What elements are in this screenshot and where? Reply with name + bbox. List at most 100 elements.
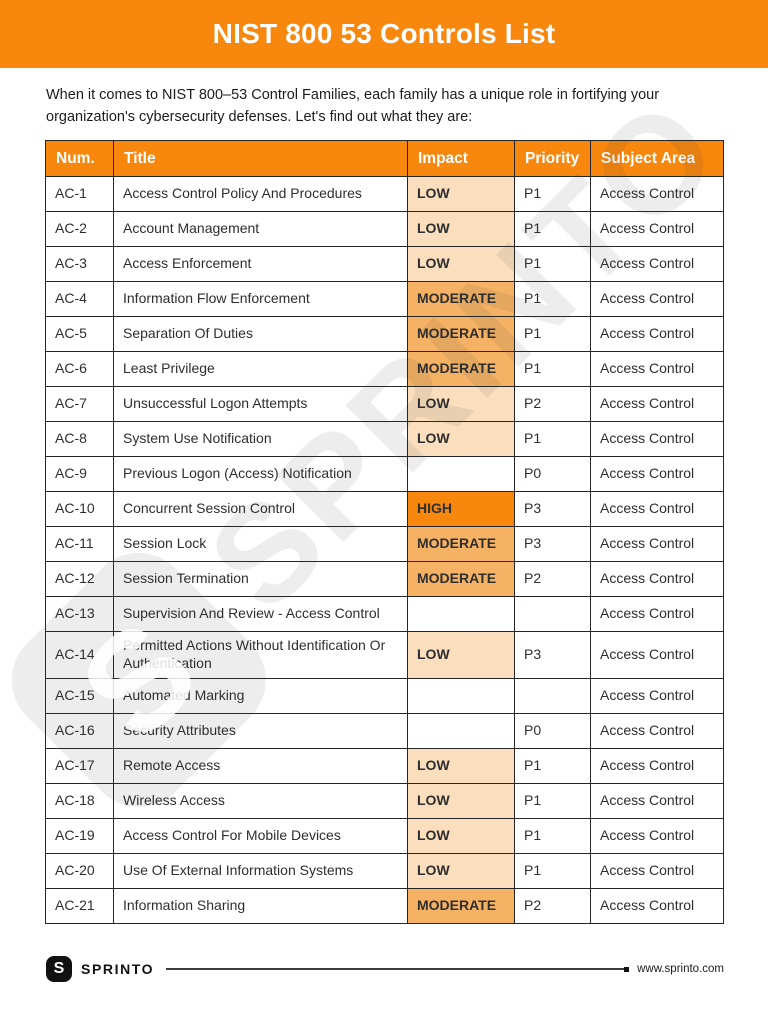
num-cell: AC-9 — [45, 456, 114, 492]
num-cell: AC-13 — [45, 596, 114, 632]
title-cell: Security Attributes — [113, 712, 408, 749]
impact-cell: MODERATE — [407, 316, 515, 352]
table-row: AC-11 Session Lock MODERATE P3 Access Contro… — [45, 526, 724, 562]
impact-cell: LOW — [407, 782, 515, 819]
column-header-num: Num. — [45, 140, 114, 177]
table-row: AC-2 Account Management LOW P1 Access Contro… — [45, 211, 724, 247]
priority-cell — [514, 596, 591, 632]
table-row: AC-7 Unsuccessful Logon Attempts LOW P2 Acce… — [45, 386, 724, 422]
intro-text: When it comes to NIST 800–53 Control Fam… — [46, 87, 660, 126]
table-row: AC-13 Supervision And Review - Access Con… — [45, 596, 724, 632]
impact-cell: LOW — [407, 211, 515, 247]
impact-cell: LOW — [407, 852, 515, 889]
subject-area-cell: Access Control — [590, 561, 724, 597]
num-cell: AC-5 — [45, 316, 114, 352]
title-cell: Concurrent Session Control — [113, 491, 408, 527]
impact-cell: LOW — [407, 631, 515, 679]
subject-area-cell: Access Control — [590, 456, 724, 492]
title-cell: Supervision And Review - Access Control — [113, 596, 408, 632]
impact-cell: MODERATE — [407, 281, 515, 317]
num-cell: AC-15 — [45, 677, 114, 714]
subject-area-cell: Access Control — [590, 491, 724, 527]
subject-area-cell: Access Control — [590, 677, 724, 714]
footer-square-bullet-icon — [624, 966, 630, 972]
priority-cell: P1 — [514, 176, 591, 212]
num-cell: AC-21 — [45, 887, 114, 924]
title-cell: System Use Notification — [113, 421, 408, 457]
impact-cell — [407, 596, 515, 632]
title-cell: Account Management — [113, 211, 408, 247]
column-header-priority: Priority — [514, 140, 591, 177]
num-cell: AC-20 — [45, 852, 114, 889]
controls-table-body: AC-1 Access Control Policy And Procedures… — [45, 176, 724, 924]
table-row: AC-15 Automated Marking Access Control — [45, 677, 724, 714]
impact-cell: LOW — [407, 176, 515, 212]
subject-area-cell: Access Control — [590, 782, 724, 819]
priority-cell: P3 — [514, 631, 591, 679]
impact-cell: MODERATE — [407, 561, 515, 597]
table-row: AC-14 Permitted Actions Without Identific… — [45, 631, 724, 679]
num-cell: AC-4 — [45, 281, 114, 317]
priority-cell: P2 — [514, 386, 591, 422]
table-row: AC-3 Access Enforcement LOW P1 Access Contro… — [45, 246, 724, 282]
priority-cell: P1 — [514, 421, 591, 457]
table-row: AC-5 Separation Of Duties MODERATE P1 Access… — [45, 316, 724, 352]
title-cell: Access Control For Mobile Devices — [113, 817, 408, 854]
priority-cell: P2 — [514, 561, 591, 597]
impact-cell: MODERATE — [407, 887, 515, 924]
num-cell: AC-16 — [45, 712, 114, 749]
title-cell: Previous Logon (Access) Notification — [113, 456, 408, 492]
table-row: AC-1 Access Control Policy And Procedures… — [45, 176, 724, 212]
num-cell: AC-7 — [45, 386, 114, 422]
sprinto-logo-letter: S — [53, 960, 65, 977]
subject-area-cell: Access Control — [590, 386, 724, 422]
priority-cell: P1 — [514, 852, 591, 889]
num-cell: AC-2 — [45, 211, 114, 247]
table-row: AC-4 Information Flow Enforcement MODERATE… — [45, 281, 724, 317]
footer-website-link[interactable]: www.sprinto.com — [637, 963, 724, 975]
priority-cell: P3 — [514, 491, 591, 527]
subject-area-cell: Access Control — [590, 631, 724, 679]
table-row: AC-12 Session Termination MODERATE P2 Access… — [45, 561, 724, 597]
subject-area-cell: Access Control — [590, 246, 724, 282]
subject-area-cell: Access Control — [590, 712, 724, 749]
num-cell: AC-11 — [45, 526, 114, 562]
priority-cell: P0 — [514, 456, 591, 492]
title-cell: Session Termination — [113, 561, 408, 597]
title-cell: Access Control Policy And Procedures — [113, 176, 408, 212]
priority-cell: P0 — [514, 712, 591, 749]
impact-cell: LOW — [407, 747, 515, 784]
table-row: AC-17 Remote Access LOW P1 Access Control — [45, 747, 724, 784]
footer-divider-line — [166, 967, 625, 971]
num-cell: AC-18 — [45, 782, 114, 819]
title-cell: Use Of External Information Systems — [113, 852, 408, 889]
table-header-row: Num. Title Impact Priority Subject Area — [45, 140, 724, 177]
title-cell: Unsuccessful Logon Attempts — [113, 386, 408, 422]
priority-cell: P1 — [514, 351, 591, 387]
title-banner: NIST 800 53 Controls List — [0, 0, 768, 68]
num-cell: AC-14 — [45, 631, 114, 679]
subject-area-cell: Access Control — [590, 316, 724, 352]
priority-cell: P1 — [514, 316, 591, 352]
impact-cell: HIGH — [407, 491, 515, 527]
table-row: AC-8 System Use Notification LOW P1 Access C… — [45, 421, 724, 457]
column-header-impact: Impact — [407, 140, 515, 177]
subject-area-cell: Access Control — [590, 817, 724, 854]
priority-cell: P3 — [514, 526, 591, 562]
column-header-subject-area: Subject Area — [590, 140, 724, 177]
num-cell: AC-8 — [45, 421, 114, 457]
title-cell: Least Privilege — [113, 351, 408, 387]
page-title: NIST 800 53 Controls List — [212, 18, 556, 49]
controls-table: Num. Title Impact Priority Subject Area AC-1… — [45, 140, 724, 924]
footer-brand: SPRINTO — [81, 961, 155, 977]
title-cell: Information Flow Enforcement — [113, 281, 408, 317]
priority-cell: P2 — [514, 887, 591, 924]
priority-cell — [514, 677, 591, 714]
title-cell: Automated Marking — [113, 677, 408, 714]
priority-cell: P1 — [514, 211, 591, 247]
subject-area-cell: Access Control — [590, 596, 724, 632]
table-row: AC-16 Security Attributes P0 Access Control — [45, 712, 724, 749]
impact-cell: LOW — [407, 386, 515, 422]
num-cell: AC-3 — [45, 246, 114, 282]
